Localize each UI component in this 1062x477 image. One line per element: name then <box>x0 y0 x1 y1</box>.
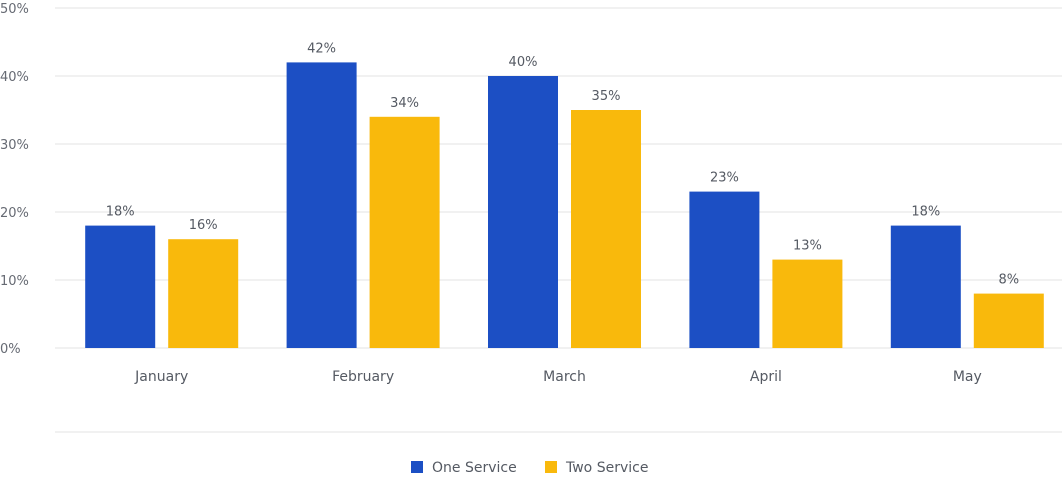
data-label: 23% <box>710 171 739 186</box>
data-label: 35% <box>592 89 621 104</box>
legend-item[interactable]: One Service <box>411 460 517 476</box>
data-label: 42% <box>307 41 336 56</box>
bars: 18% 16% 42% 34% 40% 35% 23% 13% 18% 8% <box>85 41 1044 349</box>
data-label: 16% <box>189 218 218 233</box>
legend-label: Two Service <box>565 460 648 473</box>
legend-swatch <box>411 461 423 473</box>
bar-two-service[interactable] <box>571 110 641 348</box>
y-tick-label: 30% <box>0 138 29 153</box>
bar-one-service[interactable] <box>85 225 156 348</box>
data-label: 18% <box>106 205 135 220</box>
data-label: 18% <box>911 205 940 220</box>
bar-one-service[interactable] <box>689 191 760 348</box>
y-tick-label: 50% <box>0 2 29 17</box>
bar-two-service[interactable] <box>369 116 440 348</box>
x-tick-label: January <box>134 369 188 385</box>
bar-one-service[interactable] <box>286 62 357 349</box>
data-label: 40% <box>509 55 538 70</box>
legend: One Service Two Service <box>411 460 648 476</box>
y-axis-ticks: 0% 10% 20% 30% 40% 50% <box>0 2 29 357</box>
x-tick-label: February <box>332 369 394 385</box>
y-tick-label: 0% <box>0 342 21 357</box>
bar-two-service[interactable] <box>973 293 1044 348</box>
bar-one-service[interactable] <box>890 225 961 348</box>
legend-label: One Service <box>432 460 517 473</box>
legend-item[interactable]: Two Service <box>545 460 648 476</box>
x-tick-label: April <box>750 369 782 385</box>
data-label: 8% <box>998 273 1019 288</box>
x-tick-label: March <box>543 369 586 385</box>
bar-one-service[interactable] <box>488 76 558 348</box>
y-tick-label: 20% <box>0 206 29 221</box>
legend-swatch <box>545 461 557 473</box>
bar-two-service[interactable] <box>168 239 239 348</box>
x-axis-ticks: January February March April May <box>134 369 982 385</box>
y-tick-label: 10% <box>0 274 29 289</box>
bar-two-service[interactable] <box>772 259 843 348</box>
data-label: 13% <box>793 239 822 254</box>
y-tick-label: 40% <box>0 70 29 85</box>
x-tick-label: May <box>953 369 982 385</box>
data-label: 34% <box>390 96 419 111</box>
